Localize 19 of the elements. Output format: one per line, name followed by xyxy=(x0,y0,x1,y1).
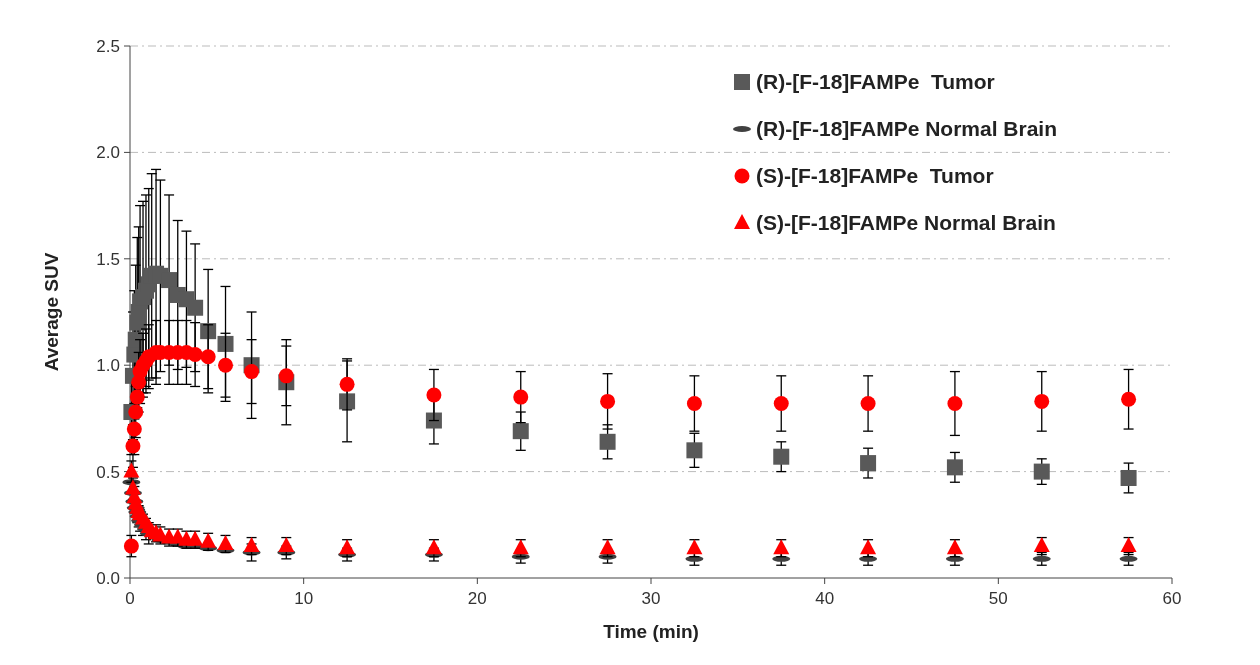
legend-label: (R)-[F-18]FAMPe Normal Brain xyxy=(756,117,1058,141)
x-tick-label: 10 xyxy=(294,589,314,608)
y-tick-label: 2.0 xyxy=(96,143,120,163)
x-tick-label: 50 xyxy=(988,589,1008,608)
y-axis-title: Average SUV xyxy=(41,252,62,372)
x-tick-label: 60 xyxy=(1162,589,1182,608)
y-tick-label: 1.5 xyxy=(96,249,120,269)
legend-label: (S)-[F-18]FAMPe Tumor xyxy=(756,164,994,188)
x-tick-label: 30 xyxy=(641,589,661,608)
x-tick-label: 40 xyxy=(815,589,835,608)
y-tick-label: 0.5 xyxy=(96,462,120,482)
y-tick-label: 0.0 xyxy=(96,568,120,588)
y-tick-label: 2.5 xyxy=(96,36,120,56)
y-tick-label: 1.0 xyxy=(96,356,120,376)
legend-label: (S)-[F-18]FAMPe Normal Brain xyxy=(756,211,1056,235)
x-axis-title: Time (min) xyxy=(603,621,699,642)
x-tick-label: 20 xyxy=(467,589,487,608)
legend-label: (R)-[F-18]FAMPe Tumor xyxy=(756,70,995,94)
x-tick-label: 0 xyxy=(125,589,135,608)
